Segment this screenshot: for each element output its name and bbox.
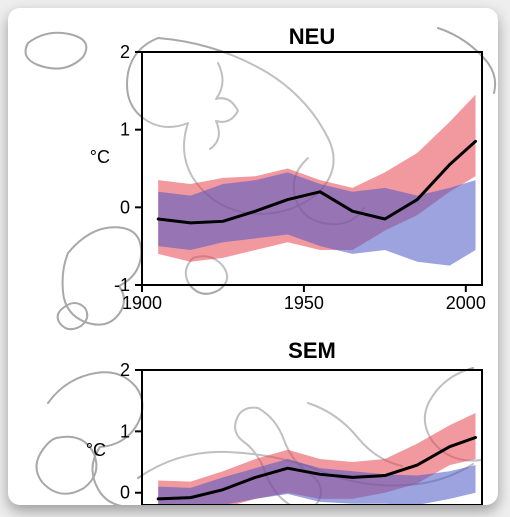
chart-sem-ytick-label: 1 <box>120 421 130 441</box>
chart-neu-xtick-label: 1950 <box>284 293 324 313</box>
chart-neu-ylabel: °C <box>90 147 110 167</box>
chart-sem: 0 1 2 SEM °C <box>86 338 482 505</box>
chart-neu-ytick-label: -1 <box>114 275 130 295</box>
chart-neu-xtick-label: 2000 <box>446 293 486 313</box>
chart-sem-ylabel: °C <box>86 440 106 460</box>
figure-svg: -1 0 1 2 1900 1950 2000 NEU °C 0 1 2 SEM °C <box>8 8 498 505</box>
chart-neu-ytick-label: 1 <box>120 120 130 140</box>
chart-sem-title: SEM <box>288 338 336 363</box>
chart-neu-ytick-label: 0 <box>120 197 130 217</box>
chart-neu-ytick-label: 2 <box>120 42 130 62</box>
chart-sem-ytick-label: 2 <box>120 360 130 380</box>
chart-sem-ytick-label: 0 <box>120 483 130 503</box>
chart-neu: -1 0 1 2 1900 1950 2000 NEU °C <box>90 24 486 313</box>
chart-neu-title: NEU <box>289 24 335 49</box>
chart-neu-xtick-label: 1900 <box>122 293 162 313</box>
figure-card: -1 0 1 2 1900 1950 2000 NEU °C 0 1 2 SEM °C <box>8 8 498 505</box>
